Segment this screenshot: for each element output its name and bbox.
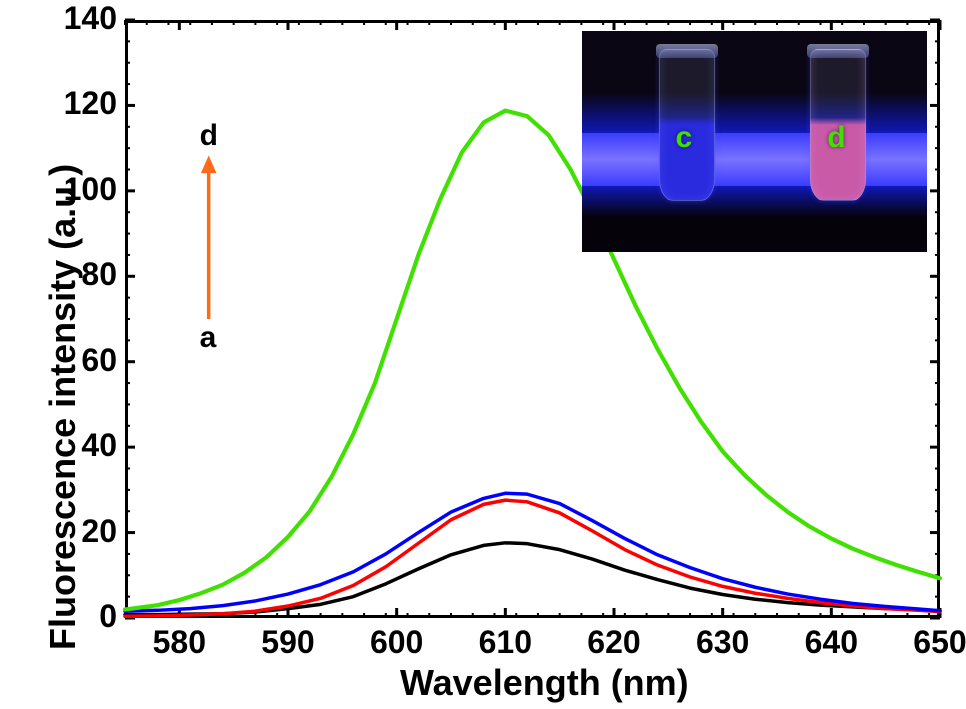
inset-photo: c d: [582, 31, 927, 252]
y-tick-120: 120: [57, 85, 117, 122]
x-tick-600: 600: [357, 624, 437, 661]
tube-c-label: c: [676, 121, 693, 155]
figure-root: Fluorescence intensity (a.u.) Wavelength…: [0, 0, 966, 709]
y-tick-80: 80: [57, 256, 117, 293]
x-tick-640: 640: [791, 624, 871, 661]
inset-bg-bottom: [582, 217, 927, 252]
x-tick-630: 630: [683, 624, 763, 661]
tube-c-cap: [656, 44, 718, 58]
inset-band-glow: [582, 133, 927, 186]
x-tick-580: 580: [139, 624, 219, 661]
y-tick-60: 60: [57, 342, 117, 379]
y-tick-100: 100: [57, 171, 117, 208]
y-tick-0: 0: [57, 598, 117, 635]
inset-band-lower: [582, 186, 927, 217]
tube-d-label: d: [827, 121, 845, 155]
y-tick-40: 40: [57, 427, 117, 464]
x-tick-610: 610: [465, 624, 545, 661]
x-tick-620: 620: [574, 624, 654, 661]
tube-d-cap: [807, 44, 869, 58]
inset-bg-top: [582, 31, 927, 93]
y-tick-20: 20: [57, 513, 117, 550]
curve-c-blue: [125, 493, 940, 611]
y-tick-140: 140: [57, 0, 117, 37]
inset-band-upper: [582, 93, 927, 133]
annotation-d: d: [200, 119, 218, 153]
x-tick-590: 590: [248, 624, 328, 661]
x-tick-650: 650: [900, 624, 966, 661]
arrow-head: [202, 157, 216, 173]
annotation-a: a: [200, 321, 217, 355]
